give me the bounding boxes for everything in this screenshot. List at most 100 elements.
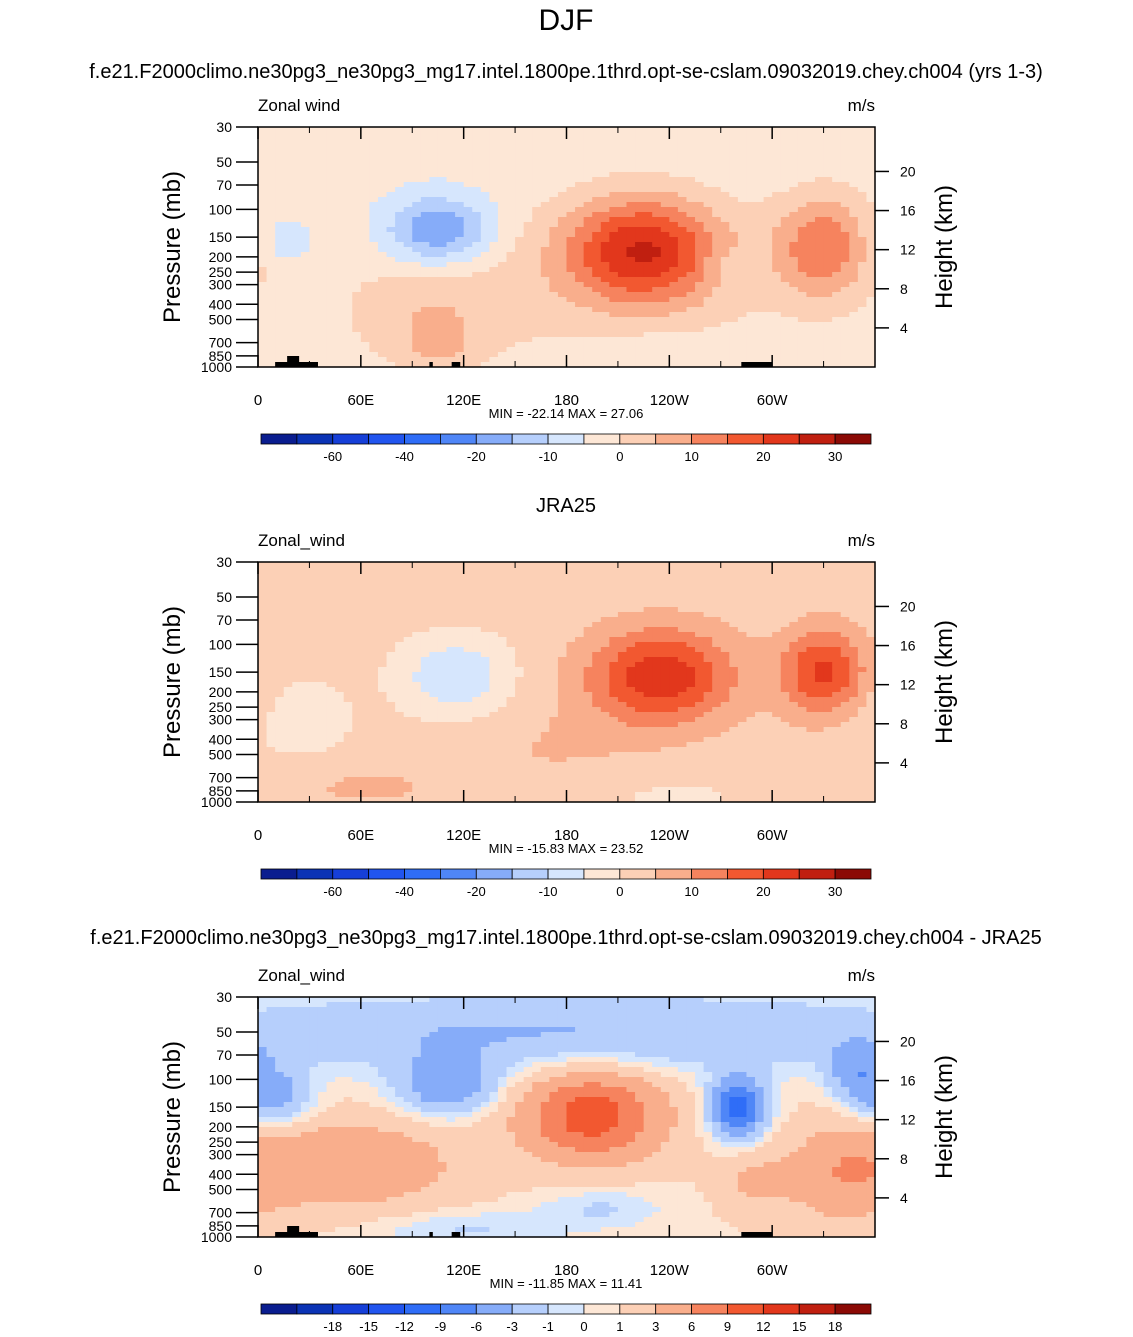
contour-cell bbox=[677, 292, 688, 298]
contour-cell bbox=[420, 342, 430, 348]
contour-cell bbox=[695, 262, 705, 268]
contour-cell bbox=[703, 182, 713, 188]
contour-cell bbox=[866, 227, 876, 233]
contour-cell bbox=[326, 652, 336, 658]
contour-cell bbox=[815, 342, 825, 348]
contour-cell bbox=[455, 607, 465, 613]
contour-cell bbox=[772, 297, 782, 303]
contour-cell bbox=[737, 132, 748, 138]
contour-cell bbox=[866, 597, 876, 603]
contour-cell bbox=[386, 277, 396, 283]
contour-cell bbox=[343, 187, 353, 193]
contour-cell bbox=[626, 637, 636, 643]
contour-cell bbox=[369, 357, 379, 363]
contour-cell bbox=[789, 567, 799, 573]
contour-cell bbox=[352, 152, 362, 158]
contour-cell bbox=[669, 617, 679, 623]
contour-cell bbox=[377, 267, 388, 273]
contour-cell bbox=[695, 302, 705, 308]
contour-cell bbox=[583, 567, 593, 573]
contour-cell bbox=[763, 232, 773, 238]
contour-cell bbox=[352, 342, 362, 348]
contour-cell bbox=[532, 192, 542, 198]
contour-cell bbox=[643, 362, 653, 368]
contour-cell bbox=[617, 297, 628, 303]
contour-cell bbox=[626, 132, 636, 138]
contour-cell bbox=[497, 197, 508, 203]
contour-cell bbox=[866, 222, 876, 228]
contour-cell bbox=[455, 262, 465, 268]
contour-cell bbox=[523, 192, 533, 198]
contour-cell bbox=[360, 227, 370, 233]
contour-cell bbox=[437, 637, 448, 643]
contour-cell bbox=[643, 242, 653, 248]
contour-cell bbox=[258, 172, 268, 178]
contour-cell bbox=[840, 627, 850, 633]
contour-cell bbox=[386, 147, 396, 153]
contour-cell bbox=[797, 162, 808, 168]
contour-cell bbox=[815, 347, 825, 353]
contour-cell bbox=[755, 572, 765, 578]
contour-cell bbox=[635, 357, 645, 363]
contour-cell bbox=[515, 577, 525, 583]
contour-cell bbox=[266, 177, 276, 183]
contour-cell bbox=[540, 202, 550, 208]
contour-cell bbox=[480, 232, 490, 238]
contour-cell bbox=[660, 287, 670, 293]
contour-cell bbox=[677, 297, 688, 303]
contour-cell bbox=[446, 132, 456, 138]
contour-cell bbox=[806, 222, 816, 228]
contour-cell bbox=[686, 132, 696, 138]
contour-cell bbox=[300, 142, 311, 148]
contour-cell bbox=[695, 612, 705, 618]
contour-cell bbox=[360, 212, 370, 218]
contour-cell bbox=[266, 262, 276, 268]
contour-cell bbox=[635, 162, 645, 168]
contour-cell bbox=[857, 287, 868, 293]
contour-cell bbox=[592, 307, 602, 313]
contour-cell bbox=[823, 307, 833, 313]
contour-cell bbox=[737, 297, 748, 303]
contour-cell bbox=[523, 312, 533, 318]
contour-cell bbox=[360, 207, 370, 213]
contour-cell bbox=[463, 282, 473, 288]
contour-cell bbox=[360, 217, 370, 223]
contour-cell bbox=[652, 642, 662, 648]
contour-cell bbox=[643, 177, 653, 183]
contour-cell bbox=[815, 147, 825, 153]
contour-cell bbox=[549, 582, 559, 588]
contour-cell bbox=[746, 337, 756, 343]
contour-cell bbox=[497, 342, 508, 348]
contour-cell bbox=[360, 197, 370, 203]
contour-cell bbox=[626, 167, 636, 173]
contour-cell bbox=[617, 637, 628, 643]
contour-cell bbox=[446, 212, 456, 218]
contour-cell bbox=[806, 182, 816, 188]
contour-cell bbox=[712, 322, 722, 328]
contour-cell bbox=[540, 307, 550, 313]
contour-cell bbox=[497, 262, 508, 268]
contour-cell bbox=[669, 277, 679, 283]
contour-cell bbox=[600, 187, 610, 193]
contour-cell bbox=[600, 632, 610, 638]
contour-cell bbox=[412, 252, 422, 258]
contour-cell bbox=[755, 567, 765, 573]
contour-cell bbox=[712, 582, 722, 588]
contour-cell bbox=[729, 577, 739, 583]
contour-cell bbox=[866, 147, 876, 153]
contour-cell bbox=[815, 617, 825, 623]
contour-cell bbox=[600, 262, 610, 268]
contour-cell bbox=[369, 177, 379, 183]
contour-cell bbox=[300, 637, 311, 643]
contour-cell bbox=[300, 352, 311, 358]
contour-cell bbox=[395, 257, 405, 263]
contour-cell bbox=[352, 247, 362, 253]
contour-cell bbox=[763, 332, 773, 338]
contour-cell bbox=[575, 632, 585, 638]
contour-cell bbox=[763, 282, 773, 288]
contour-cell bbox=[823, 607, 833, 613]
contour-cell bbox=[626, 352, 636, 358]
contour-cell bbox=[626, 612, 636, 618]
contour-cell bbox=[523, 617, 533, 623]
contour-cell bbox=[720, 592, 730, 598]
